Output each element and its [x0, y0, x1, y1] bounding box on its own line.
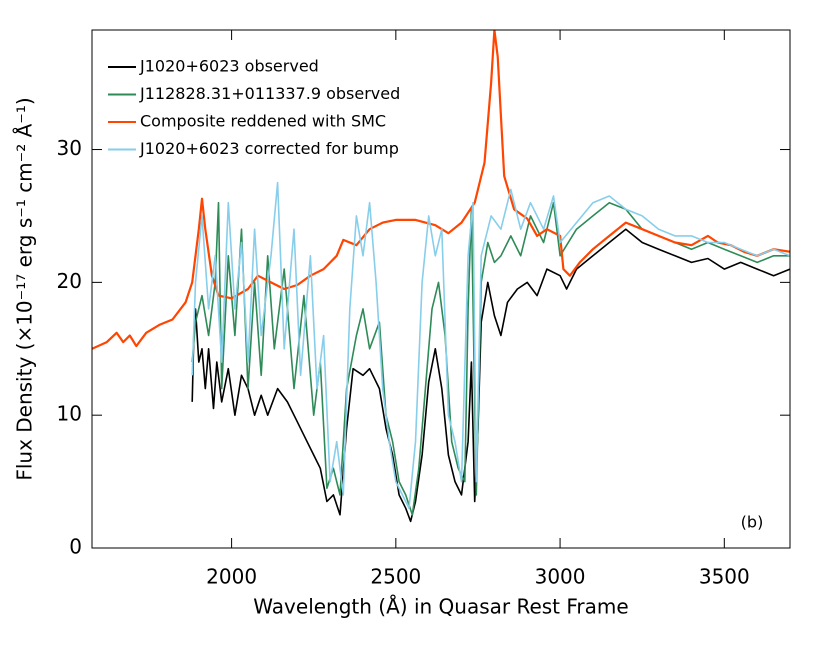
legend-label: J112828.31+011337.9 observed — [139, 84, 400, 103]
x-tick-label: 2000 — [206, 565, 257, 589]
y-tick-label: 0 — [69, 535, 82, 559]
y-tick-label: 20 — [57, 269, 82, 293]
y-axis-title: Flux Density (×10⁻¹⁷ erg s⁻¹ cm⁻² Å⁻¹) — [13, 97, 37, 480]
spectrum-line — [92, 30, 790, 350]
y-tick-label: 30 — [57, 136, 82, 160]
plot-frame — [91, 29, 791, 549]
x-tick-label: 3500 — [699, 565, 750, 589]
legend-label: Composite reddened with SMC — [140, 112, 386, 131]
spectrum-line — [191, 181, 790, 510]
y-tick-label: 10 — [57, 402, 82, 426]
x-axis-title: Wavelength (Å) in Quasar Rest Frame — [253, 595, 628, 619]
x-tick-label: 3000 — [535, 565, 586, 589]
annotation: (b) — [741, 513, 764, 532]
spectrum-line — [191, 201, 790, 516]
legend-label: J1020+6023 corrected for bump — [139, 139, 399, 158]
spectrum-line — [191, 228, 790, 523]
x-tick-label: 2500 — [370, 565, 421, 589]
legend-label: J1020+6023 observed — [139, 57, 319, 76]
